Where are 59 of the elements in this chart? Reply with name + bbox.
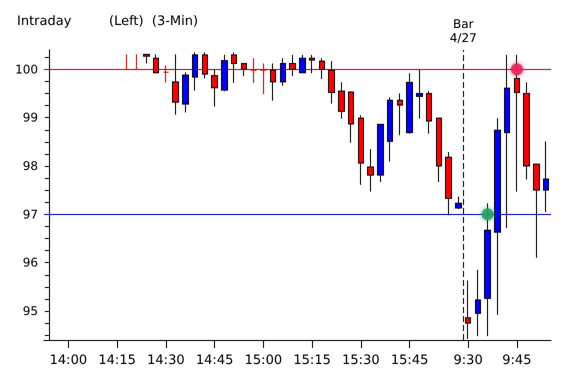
candlestick — [192, 52, 198, 92]
x-tick-label: 15:45 — [390, 353, 428, 368]
candlestick — [377, 124, 384, 182]
candlestick — [280, 58, 286, 86]
candlestick — [221, 54, 228, 92]
candlestick — [484, 202, 491, 337]
candlestick — [133, 54, 140, 70]
candlestick — [514, 54, 520, 192]
candlestick — [202, 52, 208, 80]
candlestick — [387, 96, 393, 162]
candlestick — [241, 63, 247, 77]
candlestick — [289, 54, 296, 77]
y-tick-label: 99 — [22, 110, 38, 125]
candlestick — [182, 72, 189, 113]
candlestick — [172, 54, 179, 116]
candlestick — [153, 54, 159, 74]
candlestick — [143, 53, 150, 64]
candlestick — [348, 90, 354, 144]
candlestick — [523, 82, 530, 180]
x-tick-label: 15:15 — [293, 353, 331, 368]
candlestick — [358, 114, 364, 186]
candlestick — [260, 63, 267, 94]
candlestick — [475, 269, 481, 337]
candlestick — [309, 54, 315, 74]
candlestick — [338, 82, 345, 120]
candlestick — [231, 52, 237, 84]
candlestick — [436, 118, 442, 182]
x-tick-label: 14:30 — [147, 353, 185, 368]
candlestick — [163, 64, 169, 83]
x-tick-label: 14:00 — [50, 353, 88, 368]
candlestick — [406, 72, 413, 134]
candlestick — [426, 90, 432, 134]
y-tick-label: 98 — [22, 159, 38, 173]
x-tick-label: 9:30 — [454, 353, 483, 368]
x-tick-label: 14:45 — [196, 353, 234, 368]
candlestick — [445, 151, 452, 216]
x-tick-label: 15:30 — [342, 353, 380, 368]
chart-title: Intraday — [17, 14, 72, 29]
candlestick — [416, 69, 423, 120]
candlestick — [211, 69, 218, 108]
x-tick-label: 14:15 — [98, 353, 136, 368]
candlestick — [124, 54, 130, 70]
candlestick — [328, 60, 335, 104]
candlestick — [397, 93, 403, 136]
candlestick — [270, 63, 276, 102]
ref-line-label: Bar 4/27 — [450, 17, 477, 45]
chart-subtitle: (Left) (3-Min) — [109, 14, 198, 29]
candlestick — [319, 58, 325, 80]
y-tick-label: 100 — [15, 62, 38, 76]
candlestick — [533, 164, 540, 258]
y-tick-label: 97 — [22, 207, 38, 222]
y-tick-label: 96 — [22, 256, 38, 270]
x-tick-label: 9:45 — [502, 353, 532, 368]
y-tick-label: 95 — [22, 304, 38, 318]
candlestick — [543, 140, 549, 212]
x-tick-label: 15:00 — [244, 353, 282, 368]
candlestick — [299, 54, 306, 74]
candlestick — [367, 148, 374, 192]
candlestick — [250, 58, 257, 84]
